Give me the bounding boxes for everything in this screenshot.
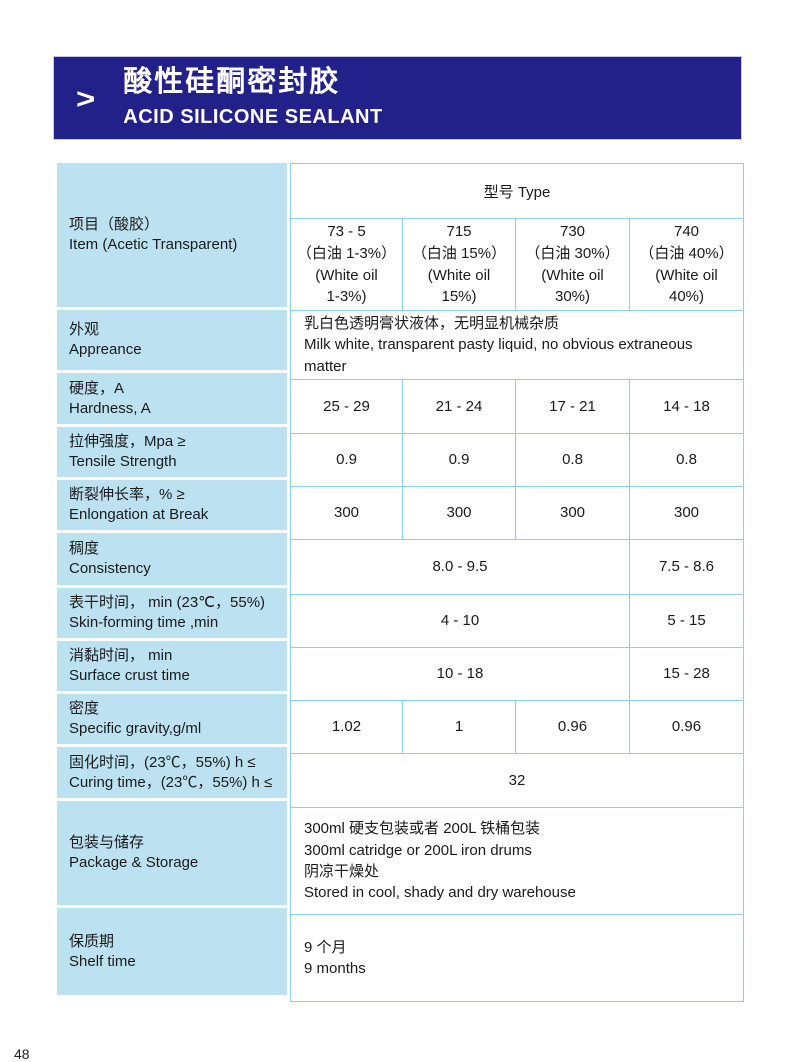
label-en: Surface crust time bbox=[69, 667, 190, 684]
label-zh: 拉伸强度，Mpa ≥ bbox=[69, 433, 186, 451]
row-tensile-strength: 0.9 0.9 0.8 0.8 bbox=[290, 432, 744, 487]
row-surface-crust-time: 10 - 18 15 - 28 bbox=[290, 646, 744, 701]
model-column-header-730: 730 （白油 30%） (White oil 30%) bbox=[515, 218, 630, 311]
row-elongation: 300 300 300 300 bbox=[290, 485, 744, 540]
spec-label-shelf-time: 保质期 Shelf time bbox=[57, 908, 287, 995]
spec-value-cell: 300 bbox=[402, 485, 516, 540]
spec-label-tensile-strength: 拉伸强度，Mpa ≥ Tensile Strength bbox=[57, 427, 287, 480]
spec-label-package-storage: 包装与储存 Package & Storage bbox=[57, 801, 287, 908]
spec-label-specific-gravity: 密度 Specific gravity,g/ml bbox=[57, 694, 287, 747]
label-en: Shelf time bbox=[69, 952, 136, 970]
section-title-zh: 酸性硅酮密封胶 bbox=[123, 66, 341, 99]
spec-label-item: 项目（酸胶） Item (Acetic Transparent) bbox=[57, 163, 287, 310]
spec-label-appearance: 外观 Appreance bbox=[57, 310, 287, 373]
spec-label-hardness: 硬度，A Hardness, A bbox=[57, 373, 287, 427]
spec-value-cell: 300 bbox=[290, 485, 403, 540]
spec-label-column: 项目（酸胶） Item (Acetic Transparent) 外观 Appr… bbox=[57, 163, 287, 1002]
label-zh: 保质期 bbox=[69, 932, 115, 950]
label-zh: 表干时间， min (23℃，55%) bbox=[69, 594, 266, 612]
spec-value-cell: 乳白色透明膏状液体，无明显机械杂质 Milk white, transparen… bbox=[290, 310, 744, 380]
spec-table: 项目（酸胶） Item (Acetic Transparent) 外观 Appr… bbox=[57, 163, 744, 1002]
label-en: Curing time，(23℃，55%) h ≤ bbox=[69, 773, 273, 791]
spec-data-grid: 型号 Type 73 - 5 （白油 1-3%） (White oil 1-3%… bbox=[290, 163, 744, 1002]
spec-value-cell: 1 bbox=[402, 699, 516, 754]
label-zh: 断裂伸长率，% ≥ bbox=[69, 486, 185, 504]
section-title-en: ACID SILICONE SEALANT bbox=[123, 105, 383, 128]
label-zh: 硬度，A bbox=[69, 379, 125, 397]
spec-value-cell: 32 bbox=[290, 752, 744, 808]
model-column-header-740: 740 （白油 40%） (White oil 40%) bbox=[629, 218, 744, 311]
spec-value-cell: 0.9 bbox=[402, 432, 516, 487]
spec-label-elongation: 断裂伸长率，% ≥ Enlongation at Break bbox=[57, 480, 287, 533]
spec-label-curing-time: 固化时间，(23℃，55%) h ≤ Curing time，(23℃，55%)… bbox=[57, 747, 287, 801]
label-en: Hardness, A bbox=[69, 399, 151, 417]
spec-value-cell: 300 bbox=[629, 485, 744, 540]
row-consistency: 8.0 - 9.5 7.5 - 8.6 bbox=[290, 538, 744, 595]
section-banner: > 酸性硅酮密封胶 ACID SILICONE SEALANT bbox=[53, 56, 742, 140]
spec-value-cell: 15 - 28 bbox=[629, 646, 744, 701]
spec-value-cell: 21 - 24 bbox=[402, 378, 516, 434]
label-zh: 密度 bbox=[69, 700, 100, 718]
spec-value-cell: 10 - 18 bbox=[290, 646, 630, 701]
label-zh: 包装与储存 bbox=[69, 834, 145, 852]
spec-value-cell: 0.96 bbox=[515, 699, 630, 754]
label-zh: 外观 bbox=[69, 321, 100, 339]
page-number: 48 bbox=[14, 1046, 30, 1062]
row-hardness: 25 - 29 21 - 24 17 - 21 14 - 18 bbox=[290, 378, 744, 434]
spec-value-cell: 14 - 18 bbox=[629, 378, 744, 434]
section-titles: 酸性硅酮密封胶 ACID SILICONE SEALANT bbox=[123, 66, 383, 129]
spec-value-cell: 8.0 - 9.5 bbox=[290, 538, 630, 595]
spec-value-cell: 0.96 bbox=[629, 699, 744, 754]
chevron-icon: > bbox=[76, 81, 96, 115]
spec-value-cell: 7.5 - 8.6 bbox=[629, 538, 744, 595]
type-header-cell: 型号 Type bbox=[290, 163, 744, 219]
model-column-header-715: 715 （白油 15%） (White oil 15%) bbox=[402, 218, 516, 311]
label-en: Enlongation at Break bbox=[69, 506, 209, 523]
spec-value-cell: 0.9 bbox=[290, 432, 403, 487]
row-curing-time: 32 bbox=[290, 752, 744, 808]
label-zh: 稠度 bbox=[69, 540, 100, 558]
spec-value-cell: 17 - 21 bbox=[515, 378, 630, 434]
label-zh: 消黏时间， min bbox=[69, 647, 173, 665]
spec-value-cell: 0.8 bbox=[515, 432, 630, 487]
spec-value-cell: 300 bbox=[515, 485, 630, 540]
label-en: Tensile Strength bbox=[69, 453, 177, 470]
spec-value-cell: 1.02 bbox=[290, 699, 403, 754]
label-en: Appreance bbox=[69, 341, 142, 358]
model-header-row: 73 - 5 （白油 1-3%） (White oil 1-3%) 715 （白… bbox=[290, 218, 744, 311]
row-appearance: 乳白色透明膏状液体，无明显机械杂质 Milk white, transparen… bbox=[290, 310, 744, 380]
spec-value-cell: 25 - 29 bbox=[290, 378, 403, 434]
spec-label-skin-forming-time: 表干时间， min (23℃，55%) Skin-forming time ,m… bbox=[57, 588, 287, 641]
spec-value-cell: 300ml 硬支包装或者 200L 铁桶包装 300ml catridge or… bbox=[290, 806, 744, 915]
spec-value-cell: 5 - 15 bbox=[629, 593, 744, 648]
row-shelf-time: 9 个月 9 months bbox=[290, 913, 744, 1002]
label-en: Specific gravity,g/ml bbox=[69, 720, 202, 737]
label-zh: 项目（酸胶） bbox=[69, 216, 160, 234]
spec-label-surface-crust-time: 消黏时间， min Surface crust time bbox=[57, 641, 287, 694]
model-column-header-73-5: 73 - 5 （白油 1-3%） (White oil 1-3%) bbox=[290, 218, 403, 311]
spec-value-cell: 0.8 bbox=[629, 432, 744, 487]
spec-value-cell: 9 个月 9 months bbox=[290, 913, 744, 1002]
spec-label-consistency: 稠度 Consistency bbox=[57, 533, 287, 588]
spec-value-cell: 4 - 10 bbox=[290, 593, 630, 648]
row-package-storage: 300ml 硬支包装或者 200L 铁桶包装 300ml catridge or… bbox=[290, 806, 744, 915]
label-en: Package & Storage bbox=[69, 854, 199, 871]
row-specific-gravity: 1.02 1 0.96 0.96 bbox=[290, 699, 744, 754]
type-header-row: 型号 Type bbox=[290, 163, 744, 219]
label-en: Consistency bbox=[69, 560, 151, 577]
row-skin-forming-time: 4 - 10 5 - 15 bbox=[290, 593, 744, 648]
label-en: Skin-forming time ,min bbox=[69, 614, 219, 631]
label-en: Item (Acetic Transparent) bbox=[69, 236, 238, 253]
label-zh: 固化时间，(23℃，55%) h ≤ bbox=[69, 753, 256, 771]
